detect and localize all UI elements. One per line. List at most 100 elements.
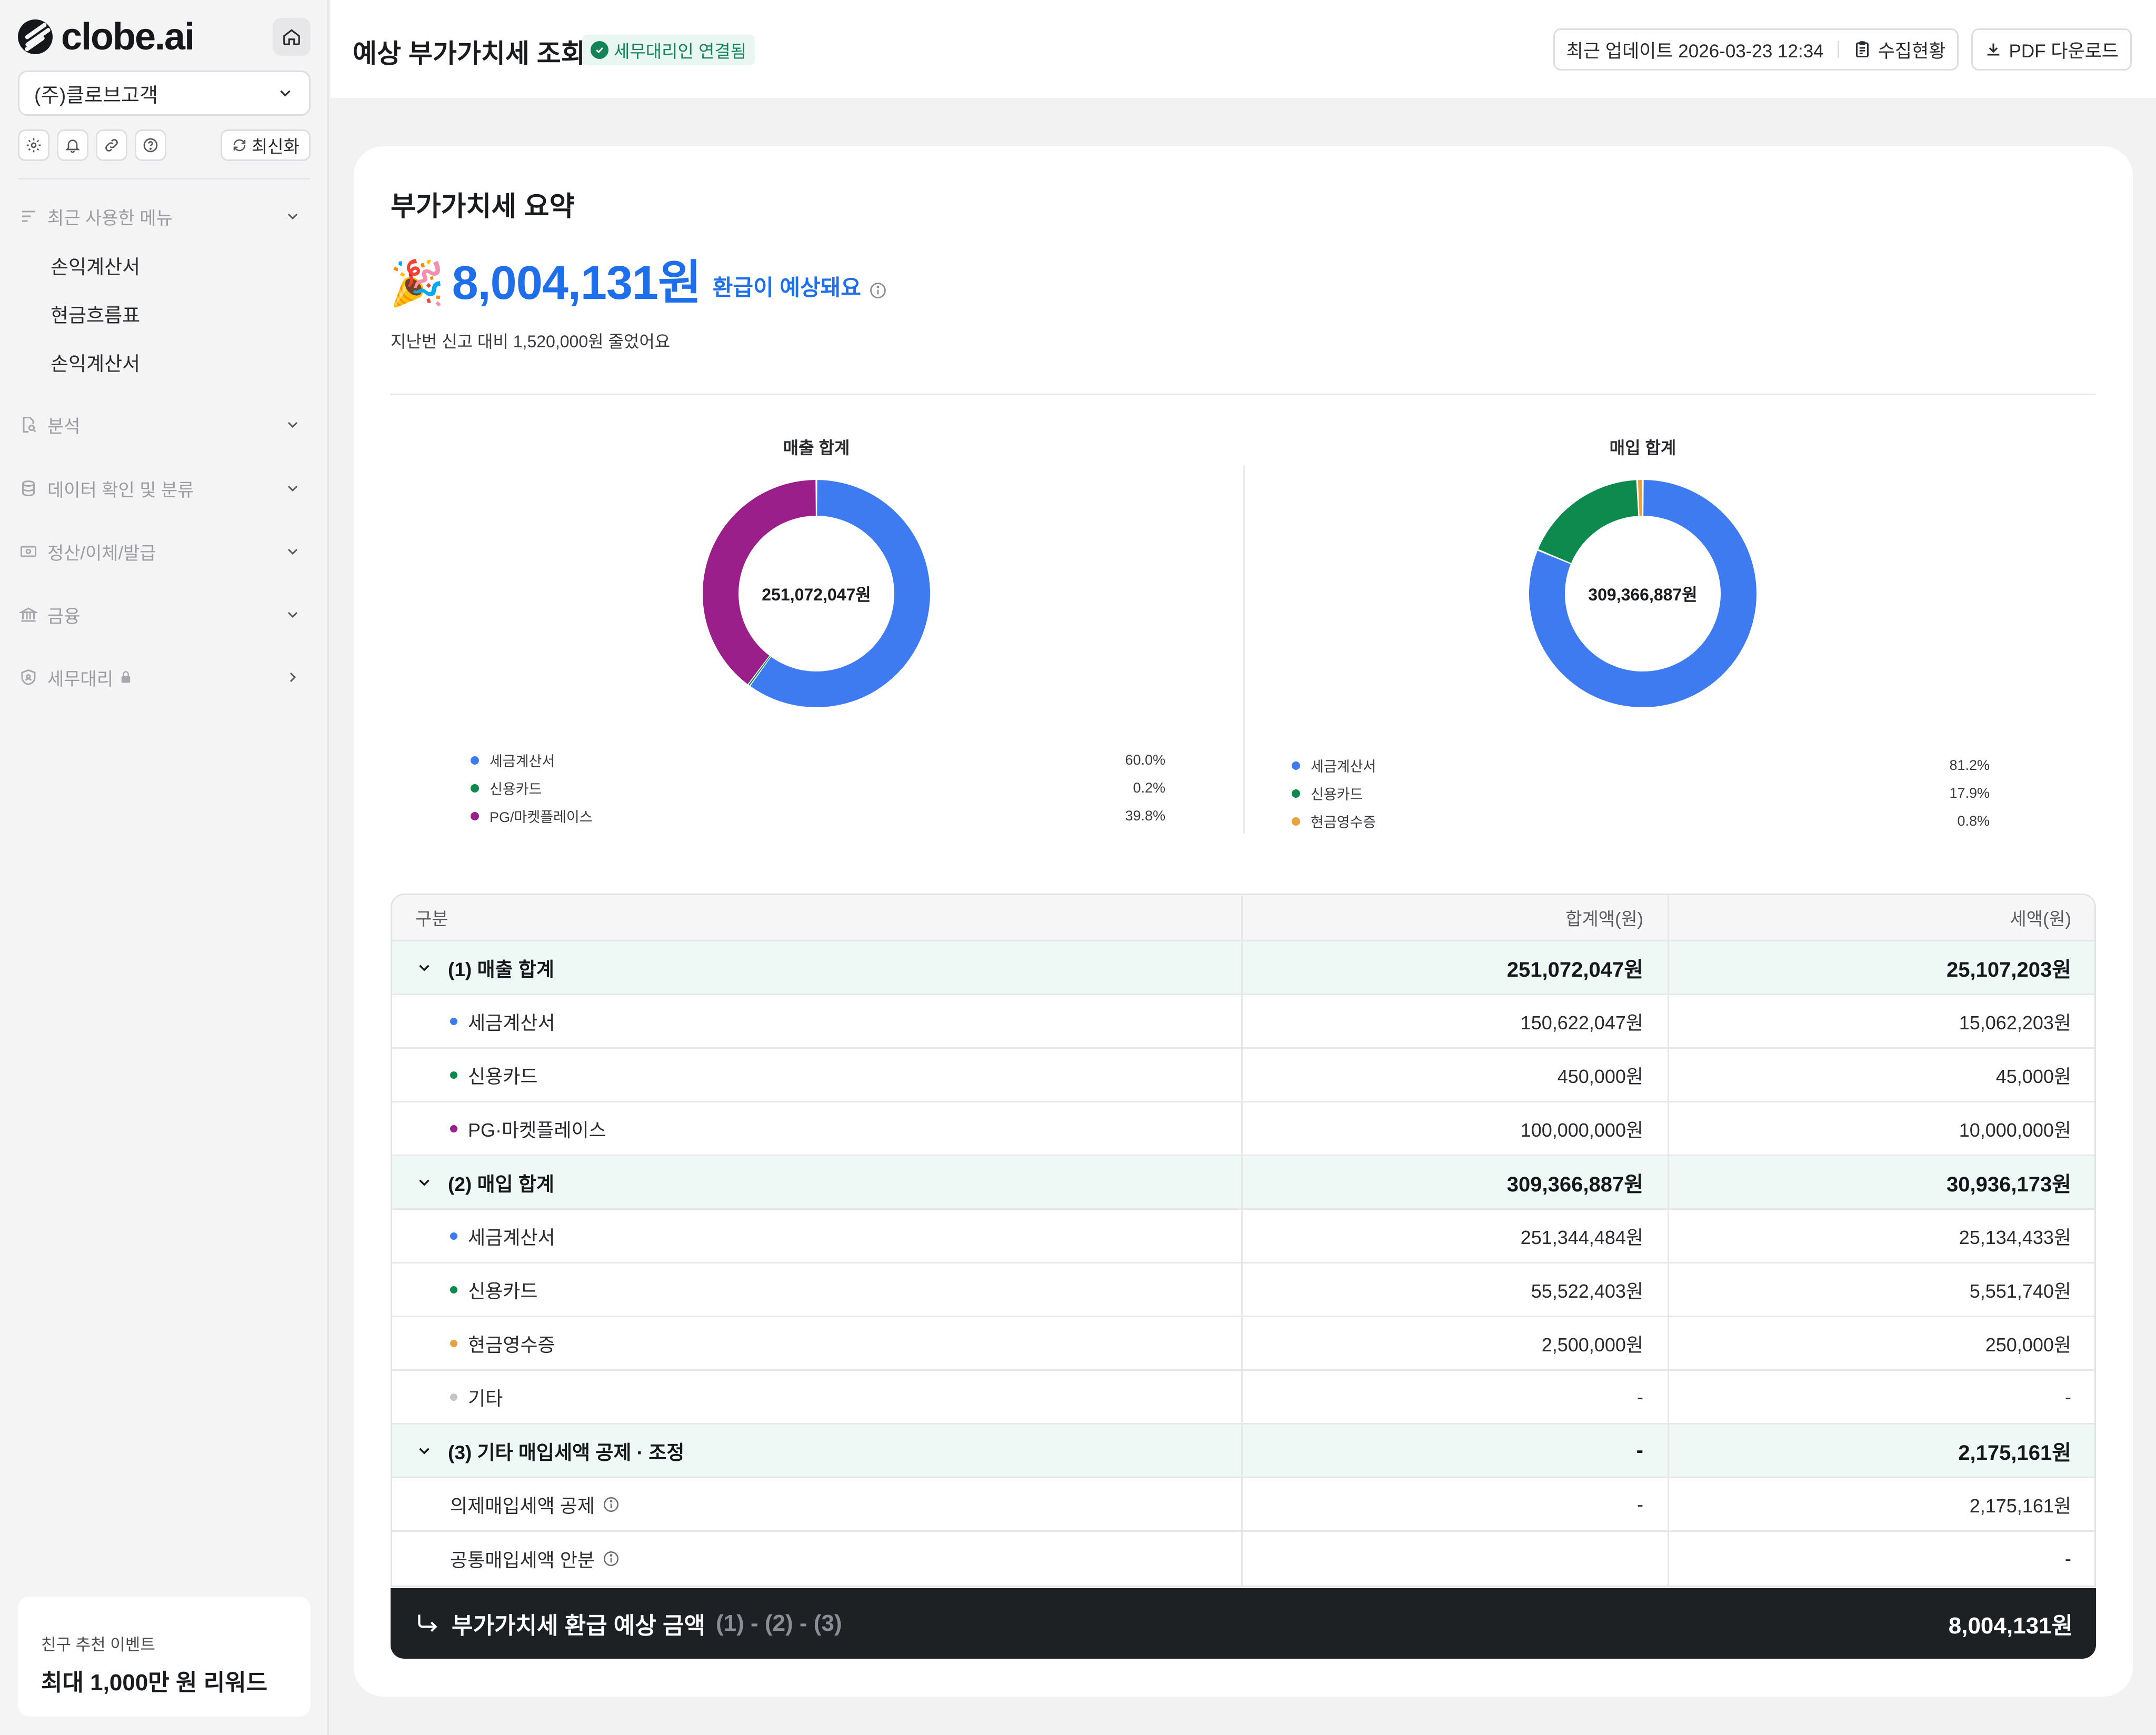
promo-banner[interactable]: 친구 추천 이벤트 최대 1,000만 원 리워드 <box>18 1597 311 1717</box>
page-title: 예상 부가가치세 조회 <box>353 39 585 68</box>
sales-donut-chart: 251,072,047원 <box>703 480 930 707</box>
pdf-download-label: PDF 다운로드 <box>2009 41 2119 62</box>
group-tax: 25,107,203원 <box>1947 958 2071 981</box>
sidebar: clobe.ai (주)클로브고객 최신화 최근 사용한 메뉴 <box>0 0 329 1735</box>
donut-slice-0[interactable] <box>1529 480 1756 707</box>
refund-total-bar: 부가가치세 환급 예상 금액 (1) - (2) - (3) 8,004,131… <box>391 1588 2096 1659</box>
row-total: - <box>1243 1371 1669 1423</box>
clobe-logo-icon <box>18 19 53 54</box>
table-row: PG·마켓플레이스 100,000,000원 10,000,000원 <box>392 1102 2094 1156</box>
refresh-button[interactable]: 최신화 <box>220 129 311 161</box>
category-dot <box>450 1339 457 1347</box>
refresh-label: 최신화 <box>251 137 300 156</box>
group-row-other-deduction[interactable]: (3) 기타 매입세액 공제 · 조정 - 2,175,161원 <box>392 1425 2094 1478</box>
chevron-down-icon <box>287 611 298 618</box>
nav-group-analysis[interactable]: 분석 <box>18 393 311 457</box>
legend-value: 81.2% <box>1949 757 1990 773</box>
logo[interactable]: clobe.ai <box>18 16 195 58</box>
help-icon <box>143 138 158 153</box>
row-label: 세금계산서 <box>468 1226 555 1248</box>
group-total: 251,072,047원 <box>1243 941 1669 994</box>
legend-swatch <box>471 756 479 765</box>
legend-label: 신용카드 <box>1311 787 1363 803</box>
group-row-sales[interactable]: (1) 매출 합계 251,072,047원 25,107,203원 <box>392 941 2094 995</box>
sidebar-toolbar: 최신화 <box>18 129 311 161</box>
row-total: 251,344,484원 <box>1243 1210 1669 1262</box>
legend-label: 세금계산서 <box>1311 759 1376 775</box>
group-total: 309,366,887원 <box>1243 1156 1669 1208</box>
row-total: - <box>1243 1478 1669 1530</box>
refund-comparison: 지난번 신고 대비 1,520,000원 줄었어요 <box>391 332 671 351</box>
info-icon[interactable] <box>602 1550 620 1568</box>
home-icon <box>283 29 300 45</box>
nav-group-label: 데이터 확인 및 분류 <box>47 480 194 500</box>
nav-group-tax-agent[interactable]: 세무대리 <box>18 646 311 708</box>
chevron-down-icon <box>287 422 298 428</box>
legend-swatch <box>1292 817 1300 826</box>
donut-slice-1[interactable] <box>748 656 771 686</box>
chart-divider <box>1243 465 1245 834</box>
group-total: - <box>1243 1425 1669 1477</box>
nav-group-label: 정산/이체/발급 <box>47 543 156 564</box>
recent-item-income-statement[interactable]: 손익계산서 <box>51 256 141 278</box>
update-status: 최근 업데이트 2026-03-23 12:34 수집현황 <box>1553 28 1959 71</box>
chevron-down-icon[interactable] <box>415 959 433 977</box>
column-header: 구분 <box>392 895 1243 940</box>
donut-slice-2[interactable] <box>703 480 816 685</box>
pdf-download-button[interactable]: PDF 다운로드 <box>1971 28 2132 71</box>
group-tax: 30,936,173원 <box>1947 1172 2071 1196</box>
notifications-button[interactable] <box>57 129 88 161</box>
group-row-purchase[interactable]: (2) 매입 합계 309,366,887원 30,936,173원 <box>392 1156 2094 1210</box>
logo-text: clobe.ai <box>61 16 195 58</box>
document-search-icon <box>18 414 39 435</box>
home-button[interactable] <box>273 18 311 56</box>
shield-icon <box>18 667 39 688</box>
legend-value: 60.0% <box>1125 752 1165 768</box>
link-icon <box>105 139 118 152</box>
legend-swatch <box>471 811 479 820</box>
legend-item: PG/마켓플레이스 39.8% <box>471 802 1165 830</box>
row-label: 신용카드 <box>468 1280 538 1302</box>
row-tax: - <box>2065 1548 2071 1569</box>
divider <box>1837 41 1839 58</box>
info-icon[interactable] <box>869 281 887 300</box>
info-icon[interactable] <box>602 1496 620 1513</box>
donut-slice-1[interactable] <box>1538 480 1639 564</box>
nav-group-finance[interactable]: 금융 <box>18 583 311 646</box>
legend-swatch <box>1292 761 1300 770</box>
recent-item-cashflow[interactable]: 현금흐름표 <box>51 305 141 326</box>
collect-status-button[interactable]: 수집현황 <box>1878 41 1946 62</box>
group-label: (2) 매입 합계 <box>448 1173 554 1195</box>
bank-icon <box>18 604 39 625</box>
check-circle-icon <box>591 41 608 59</box>
sales-legend: 세금계산서 60.0% 신용카드 0.2% PG/마켓플레이스 39.8% <box>471 746 1165 830</box>
recent-item-income-statement-2[interactable]: 손익계산서 <box>51 353 141 375</box>
nav-group-recent[interactable]: 최근 사용한 메뉴 <box>18 196 311 237</box>
nav-group-settlement[interactable]: 정산/이체/발급 <box>18 520 311 583</box>
row-total: 450,000원 <box>1243 1049 1669 1101</box>
help-button[interactable] <box>135 129 166 161</box>
chevron-down-icon <box>287 485 298 492</box>
legend-label: PG/마켓플레이스 <box>490 809 593 825</box>
row-tax: 250,000원 <box>1985 1333 2071 1356</box>
chevron-down-icon[interactable] <box>415 1174 433 1191</box>
chevron-down-icon[interactable] <box>415 1442 433 1460</box>
nav-group-data-check[interactable]: 데이터 확인 및 분류 <box>18 457 311 520</box>
refund-amount: 8,004,131원 <box>452 257 702 309</box>
legend-swatch <box>1292 789 1300 798</box>
return-arrow-icon <box>414 1610 440 1637</box>
legend-label: 현금영수증 <box>1311 815 1376 830</box>
purchase-donut-center-label: 309,366,887원 <box>1588 585 1697 604</box>
table-row: 세금계산서 251,344,484원 25,134,433원 <box>392 1210 2094 1263</box>
donut-slice-0[interactable] <box>750 480 930 707</box>
recent-menu-list: 손익계산서 현금흐름표 손익계산서 <box>18 241 311 386</box>
row-tax: 45,000원 <box>1995 1065 2071 1087</box>
legend-item: 신용카드 0.2% <box>471 774 1165 802</box>
company-select[interactable]: (주)클로브고객 <box>18 71 311 116</box>
list-icon <box>18 206 39 227</box>
link-button[interactable] <box>96 129 127 161</box>
donut-slice-2[interactable] <box>1638 480 1642 516</box>
table-row: 현금영수증 2,500,000원 250,000원 <box>392 1317 2094 1371</box>
settings-button[interactable] <box>18 129 49 161</box>
status-badge-label: 세무대리인 연결됨 <box>614 42 747 61</box>
